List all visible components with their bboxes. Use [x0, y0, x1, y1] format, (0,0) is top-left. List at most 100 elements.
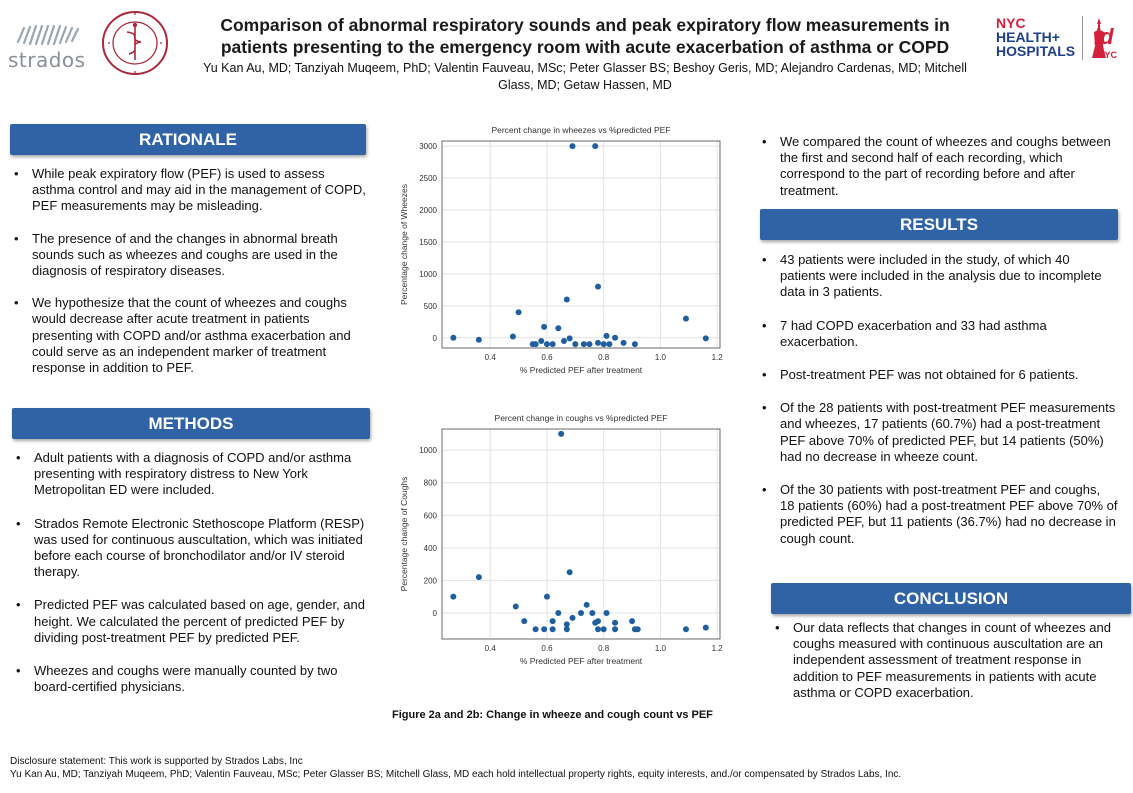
- comparison-item: We compared the count of wheezes and cou…: [760, 134, 1118, 199]
- rationale-item: We hypothesize that the count of wheezes…: [12, 295, 368, 376]
- chart-b-point: [600, 626, 607, 633]
- methods-item: Predicted PEF was calculated based on ag…: [14, 597, 370, 646]
- chart-b-point: [555, 609, 562, 616]
- chart-a-ytick-label: 2000: [419, 206, 437, 215]
- chart-a-point: [595, 283, 602, 290]
- chart-a-ytick-label: 2500: [419, 174, 437, 183]
- disclosure-line-1: Disclosure statement: This work is suppo…: [10, 756, 303, 767]
- chart-a-plot-frame: [441, 140, 721, 349]
- chart-a-ytick-label: 1000: [419, 270, 437, 279]
- chart-a-point: [572, 341, 579, 348]
- disclosure-statement: Disclosure statement: This work is suppo…: [10, 755, 1110, 781]
- chart-a-point: [595, 339, 602, 346]
- chart-a-point: [515, 309, 522, 316]
- chart-a-point: [612, 334, 619, 341]
- results-item: Of the 28 patients with post-treatment P…: [760, 400, 1118, 465]
- chart-a-point: [600, 341, 607, 348]
- figure-caption: Figure 2a and 2b: Change in wheeze and c…: [392, 709, 713, 721]
- chart-a-ytick-label: 0: [433, 334, 438, 343]
- logo-line-nyc: NYC: [996, 15, 1026, 31]
- chart-b-point: [702, 624, 709, 631]
- chart-a-point: [541, 323, 548, 330]
- chart-b-point: [549, 626, 556, 633]
- chart-a-ylabel: Percentage change of Wheezes: [399, 184, 409, 305]
- chart-a-point: [475, 336, 482, 343]
- id-nyc-badge-sub: NYC: [1098, 50, 1118, 60]
- chart-a-point: [538, 337, 545, 344]
- chart-b-point: [612, 619, 619, 626]
- chart-b-xtick-label: 0.8: [598, 644, 610, 653]
- chart-b-point: [595, 618, 602, 625]
- chart-a-point: [631, 341, 638, 348]
- chart-a-point: [620, 339, 627, 346]
- chart-a-title: Percent change in wheezes vs %predicted …: [491, 126, 670, 135]
- chart-a-point: [563, 296, 570, 303]
- wheeze-scatter-chart: Percent change in wheezes vs %predicted …: [399, 126, 724, 375]
- results-item: Of the 30 patients with post-treatment P…: [760, 482, 1118, 547]
- chart-b-plot-frame: [441, 428, 721, 640]
- chart-a-point: [532, 341, 539, 348]
- chart-a-xtick-label: 1.2: [712, 353, 724, 362]
- chart-a-point: [560, 337, 567, 344]
- chart-b-xtick-label: 1.0: [655, 644, 667, 653]
- chart-a-xtick-label: 0.4: [485, 353, 497, 362]
- chart-b-point: [512, 603, 519, 610]
- methods-item: Wheezes and coughs were manually counted…: [14, 663, 370, 695]
- chart-b-point: [521, 618, 528, 625]
- chart-b-ytick-label: 400: [424, 544, 438, 553]
- chart-a-point: [606, 341, 613, 348]
- college-seal-icon: [102, 11, 168, 75]
- logo-line-health: HEALTH+: [996, 29, 1060, 45]
- chart-a-point: [580, 341, 587, 348]
- strados-waveform-icon: [16, 24, 80, 46]
- comparison-list: We compared the count of wheezes and cou…: [760, 134, 1118, 215]
- results-item: 43 patients were included in the study, …: [760, 252, 1118, 301]
- poster-title: Comparison of abnormal respiratory sound…: [220, 15, 950, 57]
- strados-wordmark: strados: [8, 48, 86, 72]
- chart-a-point: [702, 335, 709, 342]
- conclusion-heading: CONCLUSION: [771, 583, 1131, 614]
- chart-b-ytick-label: 0: [433, 609, 438, 618]
- methods-item: Adult patients with a diagnosis of COPD …: [14, 450, 370, 499]
- rationale-item: While peak expiratory flow (PEF) is used…: [12, 166, 368, 215]
- chart-b-xtick-label: 1.2: [712, 644, 724, 653]
- chart-b-ylabel: Percentage change of Coughs: [399, 477, 409, 592]
- chart-b-point: [612, 626, 619, 633]
- chart-b-point: [583, 601, 590, 608]
- logo-line-hospitals: HOSPITALS: [996, 43, 1076, 59]
- chart-b-point: [603, 609, 610, 616]
- chart-a-point: [603, 332, 610, 339]
- chart-a-xtick-label: 0.6: [541, 353, 553, 362]
- chart-b-point: [541, 626, 548, 633]
- nymc-seal: [100, 10, 170, 76]
- id-nyc-badge: id: [1094, 24, 1114, 49]
- chart-b-ytick-label: 200: [424, 576, 438, 585]
- chart-b-point: [566, 569, 573, 576]
- chart-a-xtick-label: 0.8: [598, 353, 610, 362]
- chart-b-ytick-label: 1000: [419, 446, 437, 455]
- chart-b-point: [578, 609, 584, 616]
- results-item: 7 had COPD exacerbation and 33 had asthm…: [760, 318, 1118, 350]
- chart-b-ytick-label: 800: [424, 479, 438, 488]
- chart-a-ytick-label: 1500: [419, 238, 437, 247]
- rationale-item: The presence of and the changes in abnor…: [12, 231, 368, 280]
- chart-b-title: Percent change in coughs vs %predicted P…: [495, 414, 668, 423]
- statue-of-liberty-icon: [1092, 18, 1106, 58]
- chart-b-point: [549, 618, 556, 625]
- chart-a-point: [569, 143, 576, 150]
- chart-b-xlabel: % Predicted PEF after treatment: [520, 656, 643, 666]
- chart-a-point: [549, 341, 556, 348]
- chart-a-point: [450, 334, 457, 341]
- chart-b-point: [595, 626, 602, 633]
- methods-heading: METHODS: [12, 408, 370, 439]
- chart-b-point: [563, 626, 570, 633]
- chart-a-ytick-label: 500: [424, 302, 438, 311]
- chart-a-point: [509, 333, 516, 340]
- disclosure-line-2: Yu Kan Au, MD; Tanziyah Muqeem, PhD; Val…: [10, 769, 902, 780]
- chart-a-point: [592, 143, 599, 150]
- chart-b-point: [543, 593, 550, 600]
- methods-item: Strados Remote Electronic Stethoscope Pl…: [14, 516, 370, 581]
- chart-b-point: [634, 626, 641, 633]
- results-list: 43 patients were included in the study, …: [760, 252, 1118, 564]
- chart-b-point: [569, 614, 576, 621]
